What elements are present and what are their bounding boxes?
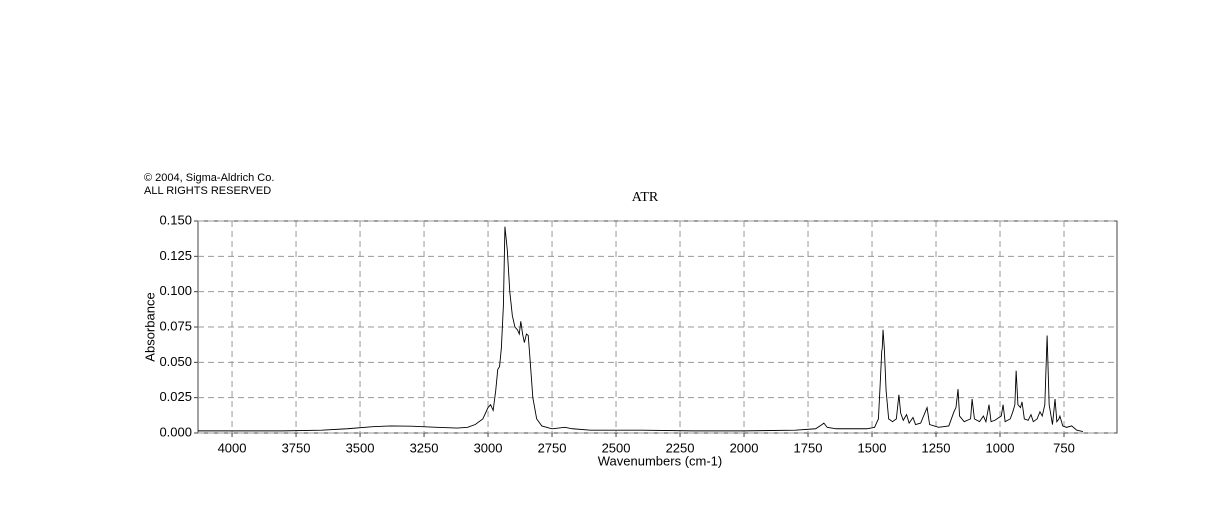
y-tick-label: 0.025 [159, 389, 192, 404]
x-tick-label: 1000 [986, 440, 1015, 455]
x-tick-label: 2000 [730, 440, 759, 455]
y-tick-label: 0.100 [159, 283, 192, 298]
x-tick-label: 1250 [922, 440, 951, 455]
x-tick-label: 3750 [282, 440, 311, 455]
x-tick-label: 2750 [538, 440, 567, 455]
x-tick-label: 1750 [794, 440, 823, 455]
y-tick-label: 0.050 [159, 354, 192, 369]
x-tick-label: 1500 [858, 440, 887, 455]
copyright: © 2004, Sigma-Aldrich Co. [144, 172, 274, 184]
x-tick-label: 3000 [474, 440, 503, 455]
x-tick-label: 4000 [218, 440, 247, 455]
y-tick-label: 0.000 [159, 424, 192, 439]
x-tick-label: 750 [1053, 440, 1075, 455]
x-axis-label: Wavenumbers (cm-1) [598, 453, 722, 468]
x-tick-label: 3250 [410, 440, 439, 455]
rights: ALL RIGHTS RESERVED [144, 185, 271, 197]
y-tick-label: 0.125 [159, 248, 192, 263]
x-tick-label: 3500 [346, 440, 375, 455]
y-tick-label: 0.150 [159, 212, 192, 227]
chart-title: ATR [632, 190, 659, 205]
x-tick-label: 2250 [666, 440, 695, 455]
x-tick-label: 2500 [602, 440, 631, 455]
y-tick-label: 0.075 [159, 318, 192, 333]
spectrum-line [198, 226, 1084, 433]
y-axis-label: Absorbance [142, 292, 157, 361]
